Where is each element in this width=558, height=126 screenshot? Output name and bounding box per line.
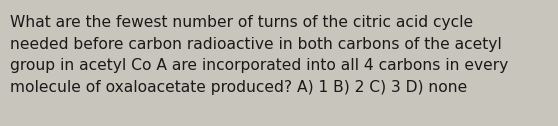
Text: What are the fewest number of turns of the citric acid cycle
needed before carbo: What are the fewest number of turns of t…: [10, 15, 508, 95]
